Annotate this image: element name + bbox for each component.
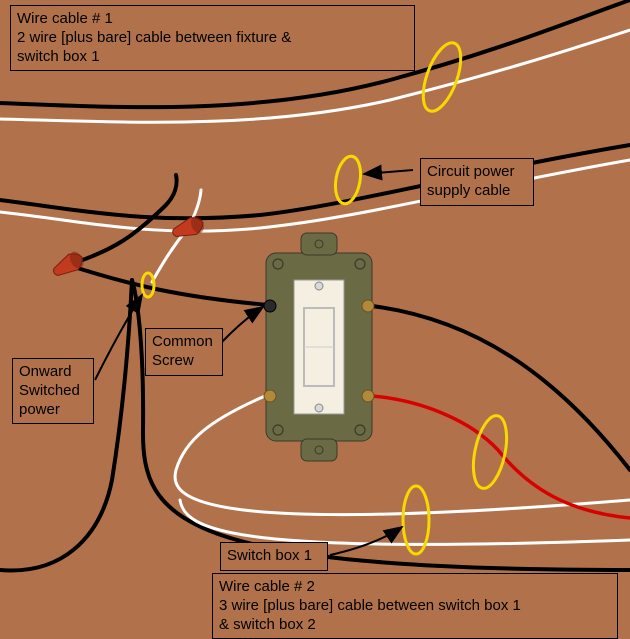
label-line: 3 wire [plus bare] cable between switch … — [219, 597, 611, 616]
label-line: power — [19, 401, 87, 420]
label-line: Common — [152, 333, 216, 352]
label-line: supply cable — [427, 182, 527, 201]
callout-arrow — [221, 307, 263, 343]
callout-marker-cable2 — [468, 413, 513, 492]
callout-arrow — [364, 170, 413, 174]
callout-arrow — [330, 527, 402, 555]
label-line: & switch box 2 — [219, 616, 611, 635]
wire — [68, 175, 177, 265]
label-line: Wire cable # 1 — [17, 10, 408, 29]
label-line: Wire cable # 2 — [219, 578, 611, 597]
callout-arrow — [95, 295, 142, 380]
wire-nuts-layer — [50, 214, 206, 281]
label-line: Switched — [19, 382, 87, 401]
label-onward-switched-power: Onward Switched power — [12, 358, 94, 424]
wire — [175, 396, 630, 515]
terminal-common — [264, 300, 276, 312]
wire — [0, 145, 630, 218]
label-circuit-power-supply: Circuit power supply cable — [420, 158, 534, 206]
label-line: Onward — [19, 363, 87, 382]
label-common-screw: Common Screw — [145, 328, 223, 376]
label-line: Switch box 1 — [227, 547, 321, 566]
terminal-brass — [362, 300, 374, 312]
label-switch-box-1: Switch box 1 — [220, 542, 328, 571]
label-line: 2 wire [plus bare] cable between fixture… — [17, 29, 408, 48]
label-wire-cable-2: Wire cable # 2 3 wire [plus bare] cable … — [212, 573, 618, 639]
label-line: Circuit power — [427, 163, 527, 182]
terminal-brass — [264, 390, 276, 402]
callout-marker-cable1 — [416, 38, 469, 116]
label-line: Screw — [152, 352, 216, 371]
wire — [0, 160, 630, 231]
label-line: switch box 1 — [17, 48, 408, 67]
label-wire-cable-1: Wire cable # 1 2 wire [plus bare] cable … — [10, 5, 415, 71]
wire — [372, 396, 630, 518]
switch-layer — [264, 233, 374, 461]
wire-nut — [50, 249, 87, 281]
wire — [0, 280, 132, 570]
wire — [372, 306, 630, 470]
wire — [68, 265, 268, 305]
terminal-brass — [362, 390, 374, 402]
